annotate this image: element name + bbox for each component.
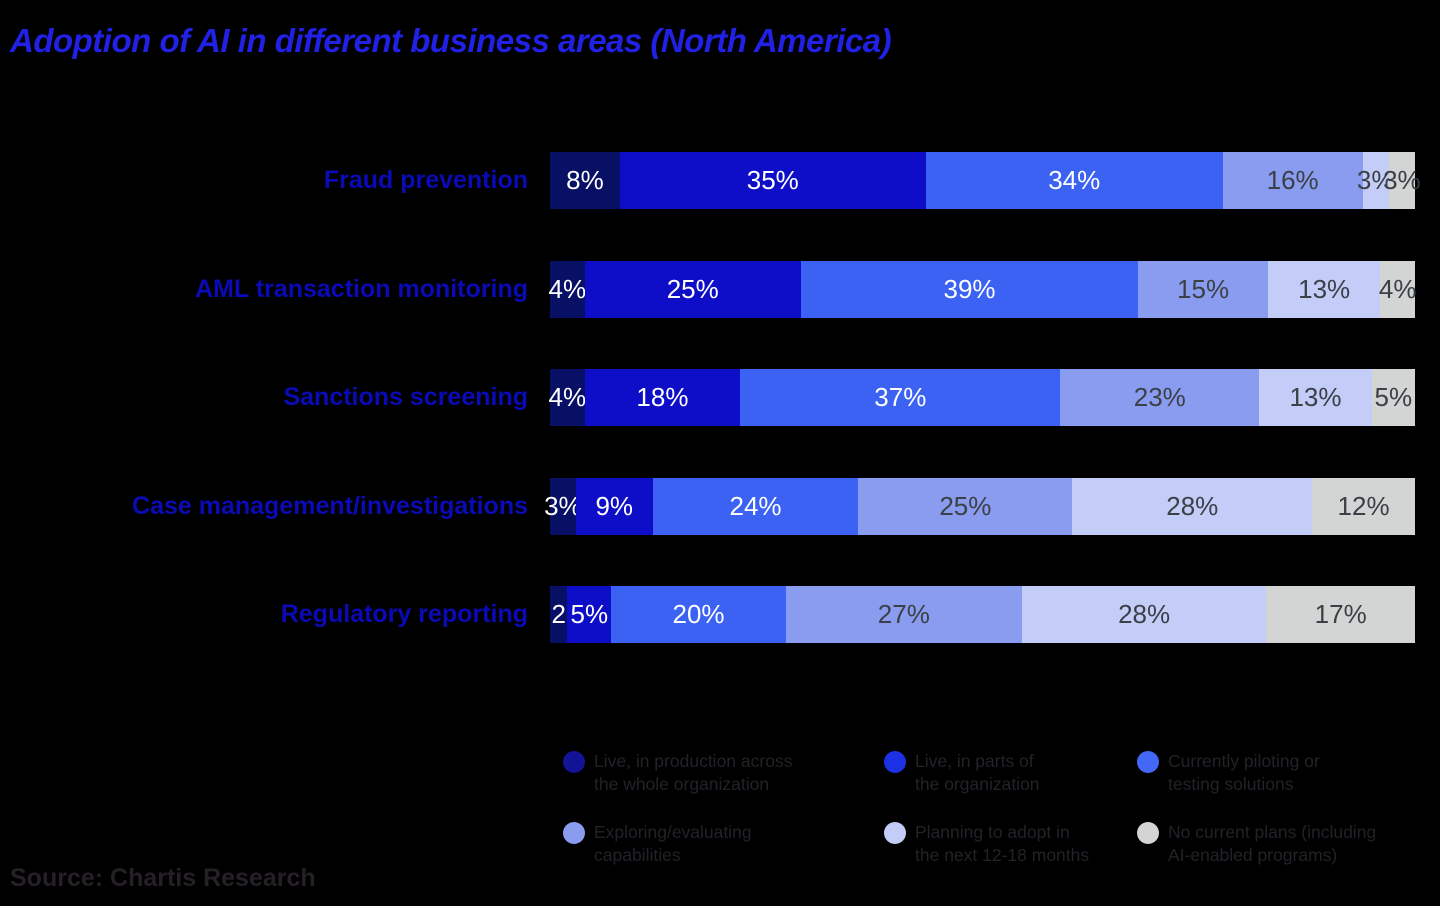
legend: Live, in production across the whole orga…	[563, 750, 1437, 867]
bar-segment: 4%	[1379, 260, 1416, 318]
bar-segment: 28%	[1072, 477, 1313, 535]
legend-dot-icon	[1137, 822, 1159, 844]
bar-segment: 28%	[1021, 586, 1267, 643]
legend-label: Currently piloting or testing solutions	[1168, 751, 1320, 794]
bar-row: Case management/investigations 3% 9% 24% 25%…	[0, 477, 1440, 535]
page-title: Adoption of AI in different business are…	[10, 22, 892, 59]
bar-segment: 24%	[652, 477, 859, 535]
bar-row: Regulatory reporting 2 5% 20% 27% 28% 17%	[0, 586, 1440, 643]
bar-row: Sanctions screening 4% 18% 37% 23% 13% 5%	[0, 369, 1440, 426]
bar-segment: 5%	[1371, 369, 1415, 426]
bar-segment: 18%	[584, 369, 741, 426]
bar-segment: 23%	[1060, 369, 1260, 426]
bar-segment: 15%	[1138, 260, 1268, 318]
bar-segment: 8%	[550, 152, 620, 209]
legend-item: Planning to adopt in the next 12-18 month…	[884, 821, 1137, 867]
category-label: Fraud prevention	[323, 166, 528, 194]
legend-label: Planning to adopt in the next 12-18 month…	[915, 822, 1090, 865]
chart: Fraud prevention 8% 35% 34% 16% 3% 3% AML trans…	[0, 152, 1440, 695]
legend-label: Exploring/evaluating capabilities	[594, 822, 752, 865]
bar-segment: 4%	[549, 369, 586, 426]
stacked-bar: 3% 9% 24% 25% 28% 12%	[544, 477, 1415, 535]
bar-segment: 4%	[549, 260, 586, 318]
bar-segment: 27%	[785, 586, 1022, 643]
bar-row: Fraud prevention 8% 35% 34% 16% 3% 3%	[0, 152, 1440, 209]
stacked-bar: 2 5% 20% 27% 28% 17%	[550, 586, 1415, 643]
bar-segment: 12%	[1312, 477, 1415, 535]
category-label: Regulatory reporting	[280, 600, 528, 628]
legend-dot-icon	[1137, 751, 1159, 773]
bar-segment: 3%	[1357, 152, 1394, 209]
bar-segment: 16%	[1222, 152, 1363, 209]
bar-segment: 9%	[575, 477, 653, 535]
legend-item: Live, in production across the whole orga…	[563, 750, 884, 796]
bar-segment: 2	[550, 586, 568, 643]
legend-dot-icon	[563, 822, 585, 844]
stacked-bar: 8% 35% 34% 16% 3% 3%	[550, 152, 1421, 209]
legend-label: No current plans (including AI-enabled pr…	[1168, 822, 1377, 865]
bar-segment: 39%	[800, 260, 1139, 318]
bar-segment: 34%	[925, 152, 1223, 209]
stacked-bar: 4% 18% 37% 23% 13% 5%	[549, 369, 1415, 426]
bar-segment: 35%	[619, 152, 926, 209]
bar-segment: 25%	[584, 260, 801, 318]
bar-segment: 13%	[1267, 260, 1381, 318]
legend-item: Exploring/evaluating capabilities	[563, 821, 884, 867]
bar-segment: 17%	[1266, 586, 1415, 643]
legend-item: Currently piloting or testing solutions	[1137, 750, 1437, 796]
legend-label: Live, in production across the whole orga…	[594, 751, 793, 794]
legend-item: Live, in parts of the organization	[884, 750, 1137, 796]
bar-segment: 3%	[1383, 152, 1421, 209]
legend-label: Live, in parts of the organization	[915, 751, 1040, 794]
legend-item: No current plans (including AI-enabled pr…	[1137, 821, 1437, 867]
bar-segment: 5%	[567, 586, 612, 643]
bar-segment: 25%	[858, 477, 1073, 535]
bar-segment: 13%	[1259, 369, 1372, 426]
legend-dot-icon	[884, 751, 906, 773]
category-label: Case management/investigations	[132, 491, 528, 520]
bar-row: AML transaction monitoring 4% 25% 39% 15% 13%…	[0, 260, 1440, 318]
bar-segment: 37%	[740, 369, 1061, 426]
category-label: AML transaction monitoring	[195, 274, 528, 303]
stacked-bar: 4% 25% 39% 15% 13% 4%	[549, 260, 1416, 318]
bar-segment: 3%	[544, 477, 582, 535]
bar-segment: 20%	[611, 586, 786, 643]
category-label: Sanctions screening	[283, 383, 528, 411]
legend-dot-icon	[884, 822, 906, 844]
legend-dot-icon	[563, 751, 585, 773]
source-note: Source: Chartis Research	[10, 864, 316, 892]
